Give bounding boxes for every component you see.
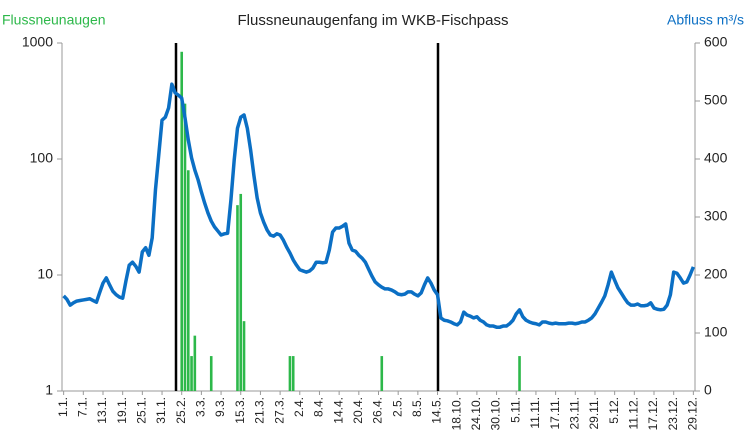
right-axis-label: Abfluss m³/s [667, 12, 744, 28]
y2-tick-label: 100 [704, 324, 728, 340]
x-tick-label: 25.1. [135, 397, 149, 424]
x-tick-label: 27.3. [272, 397, 286, 424]
y2-tick-label: 500 [704, 92, 728, 108]
bar [239, 193, 243, 391]
bar [193, 335, 197, 391]
bar [180, 51, 184, 392]
x-tick-label: 15.3. [233, 397, 247, 424]
bar [186, 170, 190, 391]
x-tick-label: 9.3. [213, 397, 227, 417]
bar [288, 356, 292, 391]
x-tick-label: 14.5. [430, 397, 444, 424]
x-tick-label: 23.11. [567, 397, 581, 429]
x-tick-label: 11.11. [528, 397, 542, 429]
y-tick-label: 100 [30, 150, 54, 166]
y2-tick-label: 0 [704, 382, 712, 398]
bar [380, 356, 384, 391]
x-tick-label: 3.3. [194, 397, 208, 417]
flow-line [62, 82, 695, 329]
bar [242, 321, 246, 391]
y2-tick-label: 200 [704, 266, 728, 282]
bar [183, 103, 187, 391]
x-tick-label: 20.4. [351, 397, 365, 424]
bar [190, 356, 193, 391]
x-tick-label: 25.2. [174, 397, 188, 424]
x-tick-label: 29.12. [686, 397, 700, 430]
y2-tick-label: 400 [704, 150, 728, 166]
x-tick-label: 26.4. [371, 397, 385, 424]
x-tick-label: 19.1. [115, 397, 129, 424]
y2-tick-label: 300 [704, 208, 728, 224]
x-tick-label: 11.12. [626, 397, 640, 429]
x-tick-label: 13.1. [95, 397, 109, 424]
chart-title: Flussneunaugenfang im WKB-Fischpass [238, 12, 509, 29]
x-tick-label: 21.3. [253, 397, 267, 424]
x-tick-label: 14.4. [331, 397, 345, 424]
x-tick-label: 1.1. [56, 397, 70, 417]
bar [209, 356, 213, 391]
bar [518, 356, 521, 391]
x-tick-label: 31.1. [154, 397, 168, 424]
x-tick-label: 18.10. [449, 397, 463, 430]
bar [291, 356, 295, 391]
x-tick-label: 23.12. [666, 397, 680, 430]
x-tick-label: 7.1. [75, 397, 89, 417]
x-tick-label: 17.11. [548, 397, 562, 429]
y-tick-label: 1000 [22, 34, 53, 50]
x-tick-label: 8.4. [312, 397, 326, 417]
left-axis-label: Flussneunaugen [2, 12, 106, 28]
x-tick-label: 5.12. [607, 397, 621, 424]
x-tick-label: 5.11. [508, 397, 522, 423]
x-tick-label: 2.5. [390, 397, 404, 417]
x-tick-label: 8.5. [410, 397, 424, 417]
x-tick-label: 30.10. [489, 397, 503, 430]
y2-tick-label: 600 [704, 34, 728, 50]
x-tick-label: 17.12. [646, 397, 660, 430]
x-tick-label: 2.4. [292, 397, 306, 417]
y-tick-label: 10 [37, 266, 53, 282]
x-tick-label: 29.11. [587, 397, 601, 429]
x-tick-label: 24.10. [469, 397, 483, 430]
bar [236, 205, 239, 391]
y-tick-label: 1 [45, 382, 53, 398]
